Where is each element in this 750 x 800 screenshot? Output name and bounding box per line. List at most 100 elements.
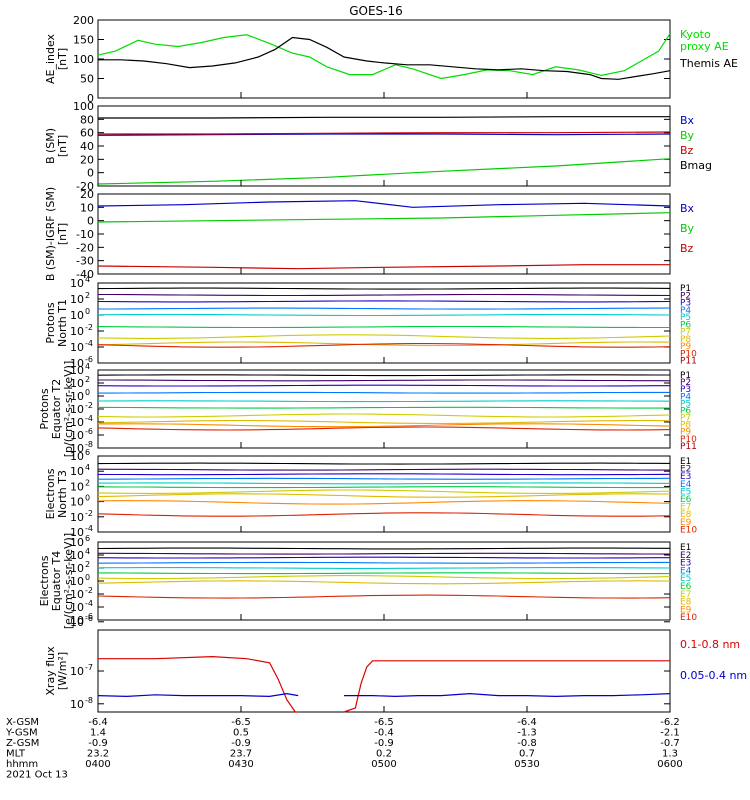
channel-line [97, 426, 671, 431]
channel-line [97, 343, 671, 348]
y-axis-label-line: B (SM) [44, 128, 57, 164]
x-axis-value: -0.8 [517, 738, 537, 749]
series-label: 0.1-0.8 nm [680, 638, 740, 651]
y-tick-label: -20 [76, 180, 94, 193]
y-tick-exponent: -7 [85, 663, 93, 672]
y-tick-label: 10 [70, 496, 84, 509]
channel-label: P1 [680, 371, 691, 381]
y-tick-label: 10 [70, 698, 84, 711]
x-axis-value: -1.3 [517, 728, 537, 739]
y-tick-label: 10 [70, 403, 84, 416]
x-axis-row-label: Y-GSM [5, 728, 38, 739]
y-tick-exponent: 2 [85, 560, 90, 569]
y-tick-label: 10 [70, 616, 84, 629]
y-tick-label: 10 [70, 293, 84, 306]
channel-label: P2 [680, 291, 691, 301]
y-tick-label: 10 [70, 277, 84, 290]
channel-label: P4 [680, 306, 691, 316]
y-tick-label: 10 [70, 357, 84, 370]
x-axis-value: -0.4 [374, 728, 394, 739]
channel-line [97, 486, 670, 489]
x-axis-value: 0400 [85, 759, 110, 770]
time-axis: -6.41.4-0.923.20400-6.50.5-0.923.70430-6… [5, 92, 683, 781]
y-tick-exponent: 0 [85, 494, 90, 503]
series-label: Bx [680, 202, 695, 215]
channel-line [98, 477, 671, 480]
y-tick-label: 150 [73, 34, 94, 47]
series-label: Bmag [680, 159, 712, 172]
panel-frame [97, 629, 671, 713]
channel-line [97, 400, 671, 403]
channel-line [98, 379, 671, 382]
x-axis-value: 0430 [228, 759, 253, 770]
y-tick-label: 10 [70, 588, 84, 601]
channel-line [97, 489, 671, 494]
channel-line [97, 512, 671, 517]
channel-line [98, 307, 670, 310]
x-axis-row-label: MLT [6, 749, 26, 760]
channel-line [97, 556, 670, 559]
series-line [97, 133, 671, 136]
y-tick-exponent: -4 [85, 524, 93, 533]
y-tick-exponent: -6 [85, 427, 93, 436]
y-tick-label: 10 [70, 536, 84, 549]
channel-label: E8 [680, 510, 692, 520]
y-tick-label: 0 [87, 215, 94, 228]
series-line [97, 33, 671, 80]
channel-line [97, 325, 670, 329]
panel-frame [97, 19, 671, 99]
panel-frame [97, 193, 671, 275]
series-line [98, 655, 670, 713]
channel-line [98, 552, 671, 555]
y-tick-label: -10 [76, 228, 94, 241]
y-tick-label: 10 [70, 575, 84, 588]
x-axis-value: 0600 [657, 759, 682, 770]
channel-line [97, 334, 671, 339]
y-tick-label: -20 [76, 241, 94, 254]
channel-label: E7 [680, 503, 691, 513]
series-line [97, 692, 671, 698]
series-line [97, 158, 671, 185]
channel-line [97, 468, 670, 471]
channel-label: P1 [680, 284, 691, 294]
y-tick-exponent: 4 [85, 275, 90, 284]
y-tick-label: 10 [70, 601, 84, 614]
channel-line [97, 419, 671, 425]
channel-label: E10 [680, 525, 697, 535]
y-tick-exponent: 4 [85, 463, 90, 472]
y-tick-label: 40 [80, 140, 94, 153]
channel-line [97, 313, 671, 317]
channel-line [97, 493, 671, 498]
channel-label: E6 [680, 582, 692, 592]
channel-label: E5 [680, 574, 691, 584]
x-axis-value: 0500 [371, 759, 396, 770]
y-tick-exponent: 2 [85, 478, 90, 487]
channel-label: P5 [680, 399, 691, 409]
x-axis-value: -6.4 [88, 717, 108, 728]
y-axis-label-line: North T3 [56, 470, 69, 518]
channel-line [97, 473, 671, 476]
y-axis-label: ProtonsNorth T1 [44, 299, 69, 347]
y-axis-label-line: North T1 [56, 299, 69, 347]
channel-label: E3 [680, 472, 691, 482]
y-tick-label: 10 [70, 364, 84, 377]
panel-frame [97, 369, 671, 449]
y-axis-label-line: Electrons [38, 555, 51, 606]
channel-label: P9 [680, 428, 691, 438]
series-label: proxy AE [680, 40, 729, 53]
y-axis-label: ElectronsNorth T3 [44, 468, 69, 519]
channel-label: P7 [680, 414, 691, 424]
y-tick-label: 10 [70, 665, 84, 678]
channel-label: E4 [680, 566, 692, 576]
y-tick-label: 80 [80, 113, 94, 126]
channel-label: E2 [680, 465, 691, 475]
series-label: By [680, 222, 695, 235]
y-axis-label-line: Equator T4 [50, 551, 63, 611]
x-axis-value: -2.1 [660, 728, 680, 739]
channel-label: P10 [680, 435, 697, 445]
x-axis-value: -6.2 [660, 717, 680, 728]
y-tick-label: 10 [70, 526, 84, 539]
y-tick-exponent: -8 [85, 440, 93, 449]
